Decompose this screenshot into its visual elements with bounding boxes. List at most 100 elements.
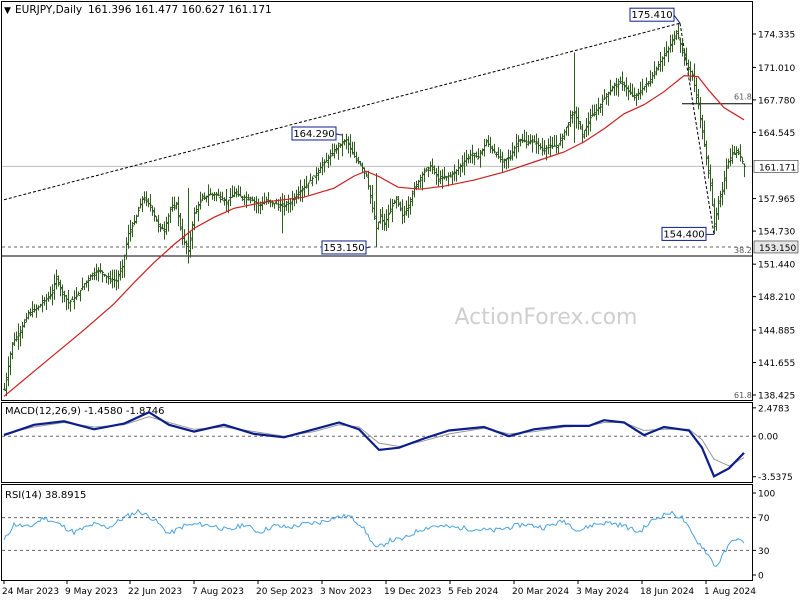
price-bar — [493, 143, 496, 154]
price-annotation-leader — [365, 246, 371, 249]
price-bar — [419, 174, 422, 189]
price-bar — [131, 221, 134, 238]
price-bar — [161, 224, 164, 230]
price-bar — [373, 201, 376, 220]
price-bar — [71, 296, 74, 301]
date-tick-label: 9 May 2023 — [65, 587, 118, 597]
price-bar — [723, 170, 726, 195]
date-tick-label: 22 Jun 2023 — [128, 587, 182, 597]
price-bar — [325, 152, 328, 163]
fib-382-label: 38.2 — [734, 246, 752, 255]
price-bar — [293, 193, 296, 207]
price-bar — [675, 30, 678, 41]
price-bar — [587, 112, 590, 136]
price-bar — [273, 202, 276, 209]
price-bar — [181, 218, 184, 246]
watermark: ActionForex.com — [455, 305, 638, 330]
price-bar — [459, 163, 462, 178]
price-bar — [89, 274, 92, 281]
price-bar — [109, 270, 112, 284]
macd-tick-label: -3.5375 — [758, 473, 793, 483]
price-bar — [179, 212, 182, 231]
price-bar — [467, 154, 470, 164]
price-bar — [593, 104, 596, 117]
price-bar — [55, 269, 58, 290]
price-bar — [627, 85, 630, 101]
price-bar — [619, 76, 622, 84]
price-bar — [191, 221, 194, 250]
price-bar — [305, 175, 308, 189]
price-bar — [277, 199, 280, 211]
current-price-tag: 161.171 — [759, 163, 796, 173]
price-bar — [215, 191, 218, 202]
price-bar — [195, 205, 198, 214]
price-bars — [3, 23, 746, 397]
price-bar — [617, 78, 620, 97]
date-tick-label: 20 Mar 2024 — [512, 587, 569, 597]
price-bar — [169, 206, 172, 223]
price-bar — [565, 126, 568, 136]
price-bar — [149, 194, 152, 212]
price-bar — [507, 149, 510, 169]
price-bar — [189, 231, 192, 258]
price-bar — [443, 166, 446, 180]
price-bar — [73, 290, 76, 310]
price-bar — [583, 130, 586, 139]
price-bar — [739, 144, 742, 162]
price-bar — [499, 149, 502, 163]
moving-average — [3, 74, 745, 397]
price-bar — [549, 135, 552, 157]
price-bar — [221, 191, 224, 201]
price-tick-label: 174.335 — [758, 31, 795, 41]
price-bar — [309, 173, 312, 182]
price-bar — [709, 164, 712, 192]
price-bar — [235, 188, 238, 198]
price-bar — [665, 41, 668, 57]
price-bar — [687, 59, 690, 74]
price-bar — [331, 143, 334, 157]
price-bar — [673, 30, 676, 46]
current-price-tag-box — [753, 160, 799, 173]
price-bar — [581, 124, 584, 144]
price-bar — [601, 94, 604, 116]
price-bar — [347, 136, 350, 154]
price-bar — [571, 110, 574, 124]
price-bar — [471, 144, 474, 164]
price-bar — [485, 138, 488, 147]
price-bar — [137, 206, 140, 217]
price-bar — [349, 134, 352, 158]
price-bar — [173, 196, 176, 211]
date-axis: 24 Mar 2023 9 May 2023 22 Jun 2023 7 Aug 20… — [2, 580, 756, 597]
price-annotation-label: 164.290 — [293, 129, 334, 140]
price-bar — [653, 61, 656, 79]
price-bar — [241, 195, 244, 202]
price-bar — [481, 148, 484, 156]
rsi-panel: 100 70 30 0 — [2, 490, 775, 582]
price-bar — [343, 139, 346, 146]
price-bar — [219, 191, 222, 203]
price-bar — [103, 273, 106, 277]
price-bar — [171, 196, 174, 212]
price-bar — [313, 175, 316, 177]
price-bar — [663, 46, 666, 66]
price-bar — [197, 201, 200, 222]
price-bar — [683, 50, 686, 66]
price-bar — [453, 164, 456, 182]
price-bar — [681, 38, 684, 57]
price-bar — [139, 198, 142, 209]
price-bar — [525, 131, 528, 149]
price-bar — [365, 172, 368, 177]
price-bar — [225, 188, 228, 212]
price-bar — [695, 77, 698, 104]
price-bar — [495, 152, 498, 158]
price-bar — [377, 221, 380, 230]
macd-tick-label: 2.4783 — [758, 404, 790, 414]
price-bar — [629, 82, 632, 95]
price-bar — [283, 195, 286, 216]
price-bar — [437, 165, 440, 187]
price-bar — [547, 138, 550, 155]
price-bar — [327, 154, 330, 168]
price-bar — [77, 291, 80, 296]
price-annotations: 175.410 164.290 153.150 154.400 161.171 153.1… — [291, 7, 799, 255]
price-bar — [17, 323, 20, 350]
